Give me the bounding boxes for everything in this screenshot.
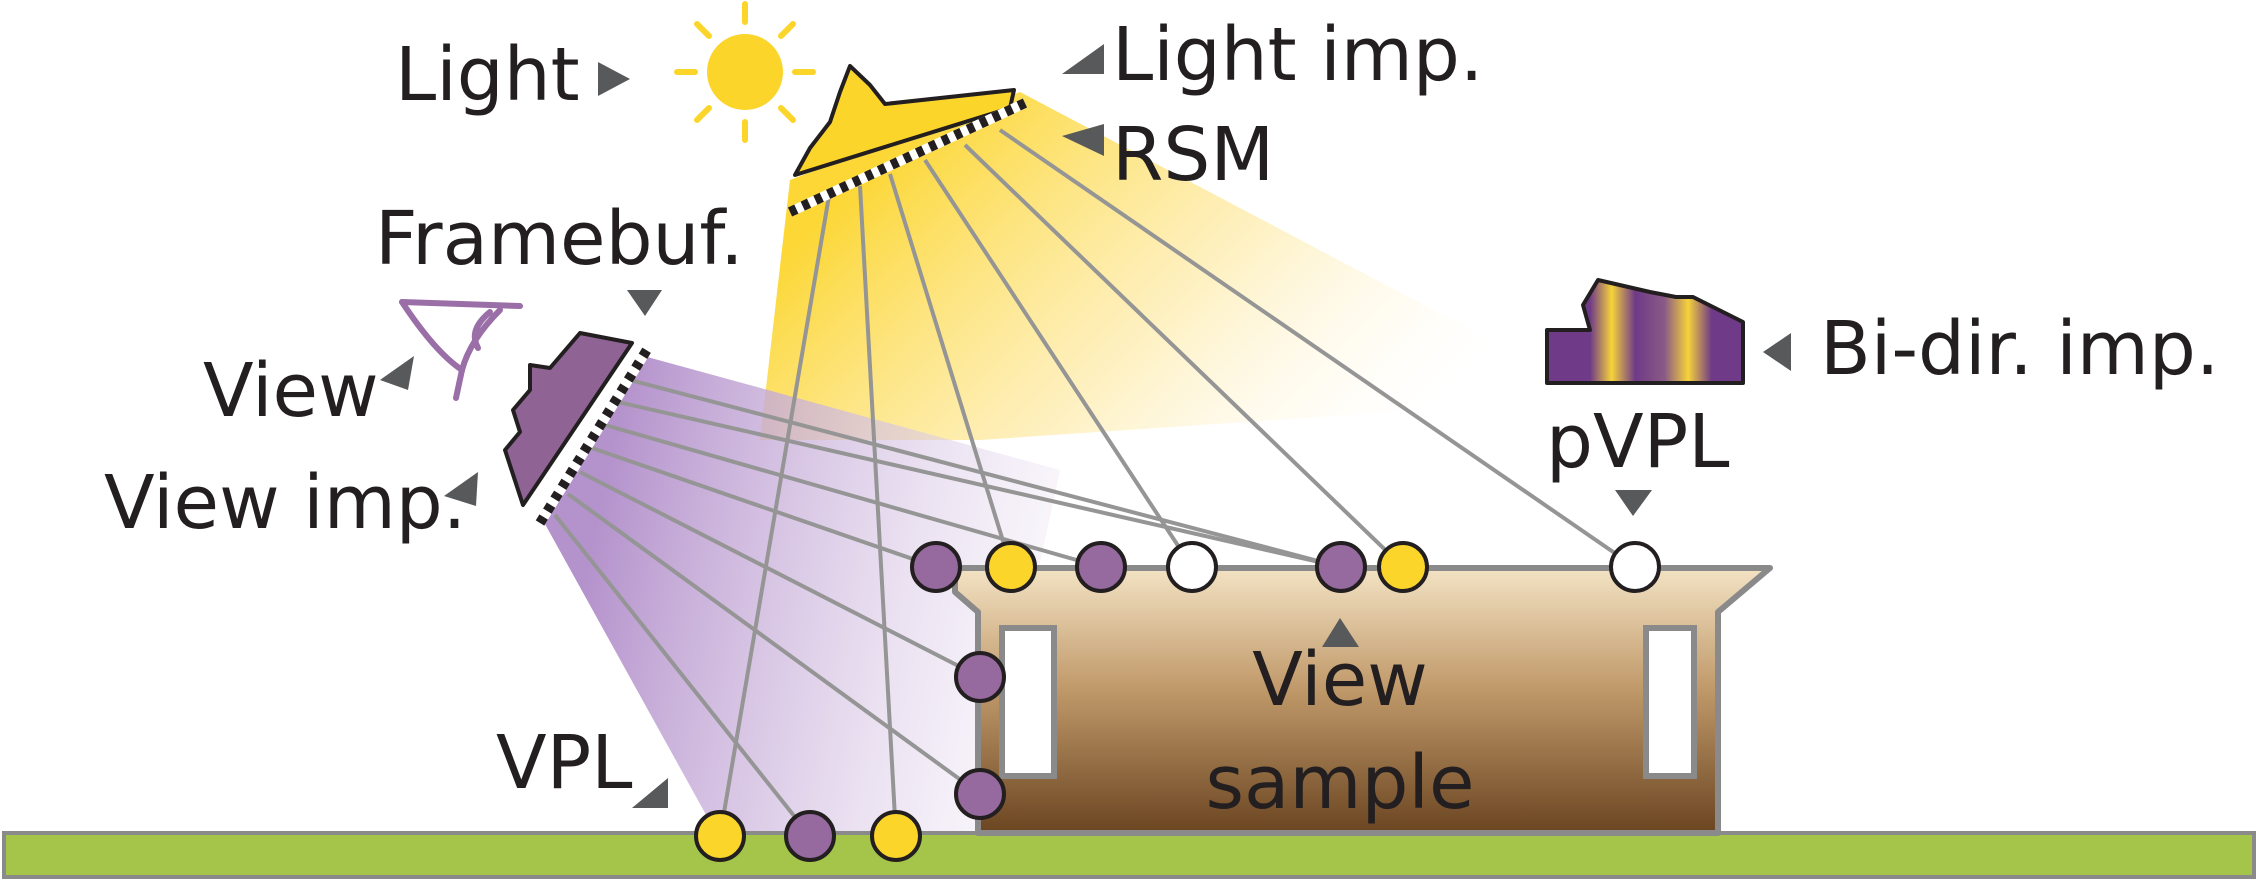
arrow-pvpl xyxy=(1615,490,1652,516)
light-ray xyxy=(963,143,1405,569)
label-view: View xyxy=(203,348,379,434)
label-light-imp: Light imp. xyxy=(1112,12,1483,98)
label-rsm: RSM xyxy=(1112,112,1274,198)
arrow-rsm xyxy=(1062,124,1104,156)
vpl-purple xyxy=(954,651,1006,703)
label-framebuf: Framebuf. xyxy=(375,196,744,282)
sun-icon xyxy=(674,1,816,143)
pointer-arrows xyxy=(380,44,1791,808)
box-window-right xyxy=(1643,625,1697,779)
light-ray xyxy=(718,195,831,837)
light-cone xyxy=(760,92,1600,440)
scene-box xyxy=(952,565,1773,836)
vpl-purple xyxy=(1315,541,1367,593)
arrow-framebuf xyxy=(627,290,662,316)
bi-dir-importance-icon xyxy=(1545,278,1745,385)
light-rays xyxy=(718,128,1637,837)
box-window-left xyxy=(999,625,1057,779)
label-pvpl: pVPL xyxy=(1546,399,1729,485)
pvpl-empty xyxy=(1166,541,1218,593)
arrow-view-imp xyxy=(444,472,478,506)
light-source-icon xyxy=(787,64,1028,217)
view-ray xyxy=(553,513,812,838)
label-view-sample-line2: sample xyxy=(1205,740,1474,826)
label-vpl: VPL xyxy=(496,720,632,806)
vpl-purple xyxy=(954,768,1006,820)
vpl-yellow xyxy=(694,810,746,862)
arrow-vpl xyxy=(632,778,668,808)
vpl-yellow xyxy=(1377,541,1429,593)
camera-icon xyxy=(503,331,653,526)
vpl-yellow xyxy=(870,810,922,862)
arrow-light-imp xyxy=(1062,44,1104,74)
view-ray xyxy=(629,378,1342,569)
view-ray xyxy=(566,492,982,796)
vpls xyxy=(694,541,1661,862)
label-view-sample-line1: View xyxy=(1252,637,1428,723)
light-ray xyxy=(888,173,1013,568)
vpl-purple xyxy=(1075,541,1127,593)
arrow-view-sample xyxy=(1322,618,1359,647)
light-ray xyxy=(923,158,1194,569)
label-bi-dir-imp: Bi-dir. imp. xyxy=(1820,306,2219,392)
arrow-bi-dir xyxy=(1763,333,1791,371)
arrow-light xyxy=(598,62,630,96)
view-ray xyxy=(591,446,937,569)
view-ray xyxy=(617,400,1342,569)
eye-icon xyxy=(399,299,523,401)
label-light: Light xyxy=(395,32,580,118)
vpl-purple xyxy=(784,810,836,862)
pvpl-empty xyxy=(1609,541,1661,593)
view-ray xyxy=(579,470,981,679)
light-ray xyxy=(998,128,1637,569)
vpl-yellow xyxy=(985,541,1037,593)
arrow-view xyxy=(380,356,414,390)
ground-plane xyxy=(2,831,2256,879)
vpl-purple xyxy=(910,541,962,593)
label-view-imp: View imp. xyxy=(104,460,466,546)
